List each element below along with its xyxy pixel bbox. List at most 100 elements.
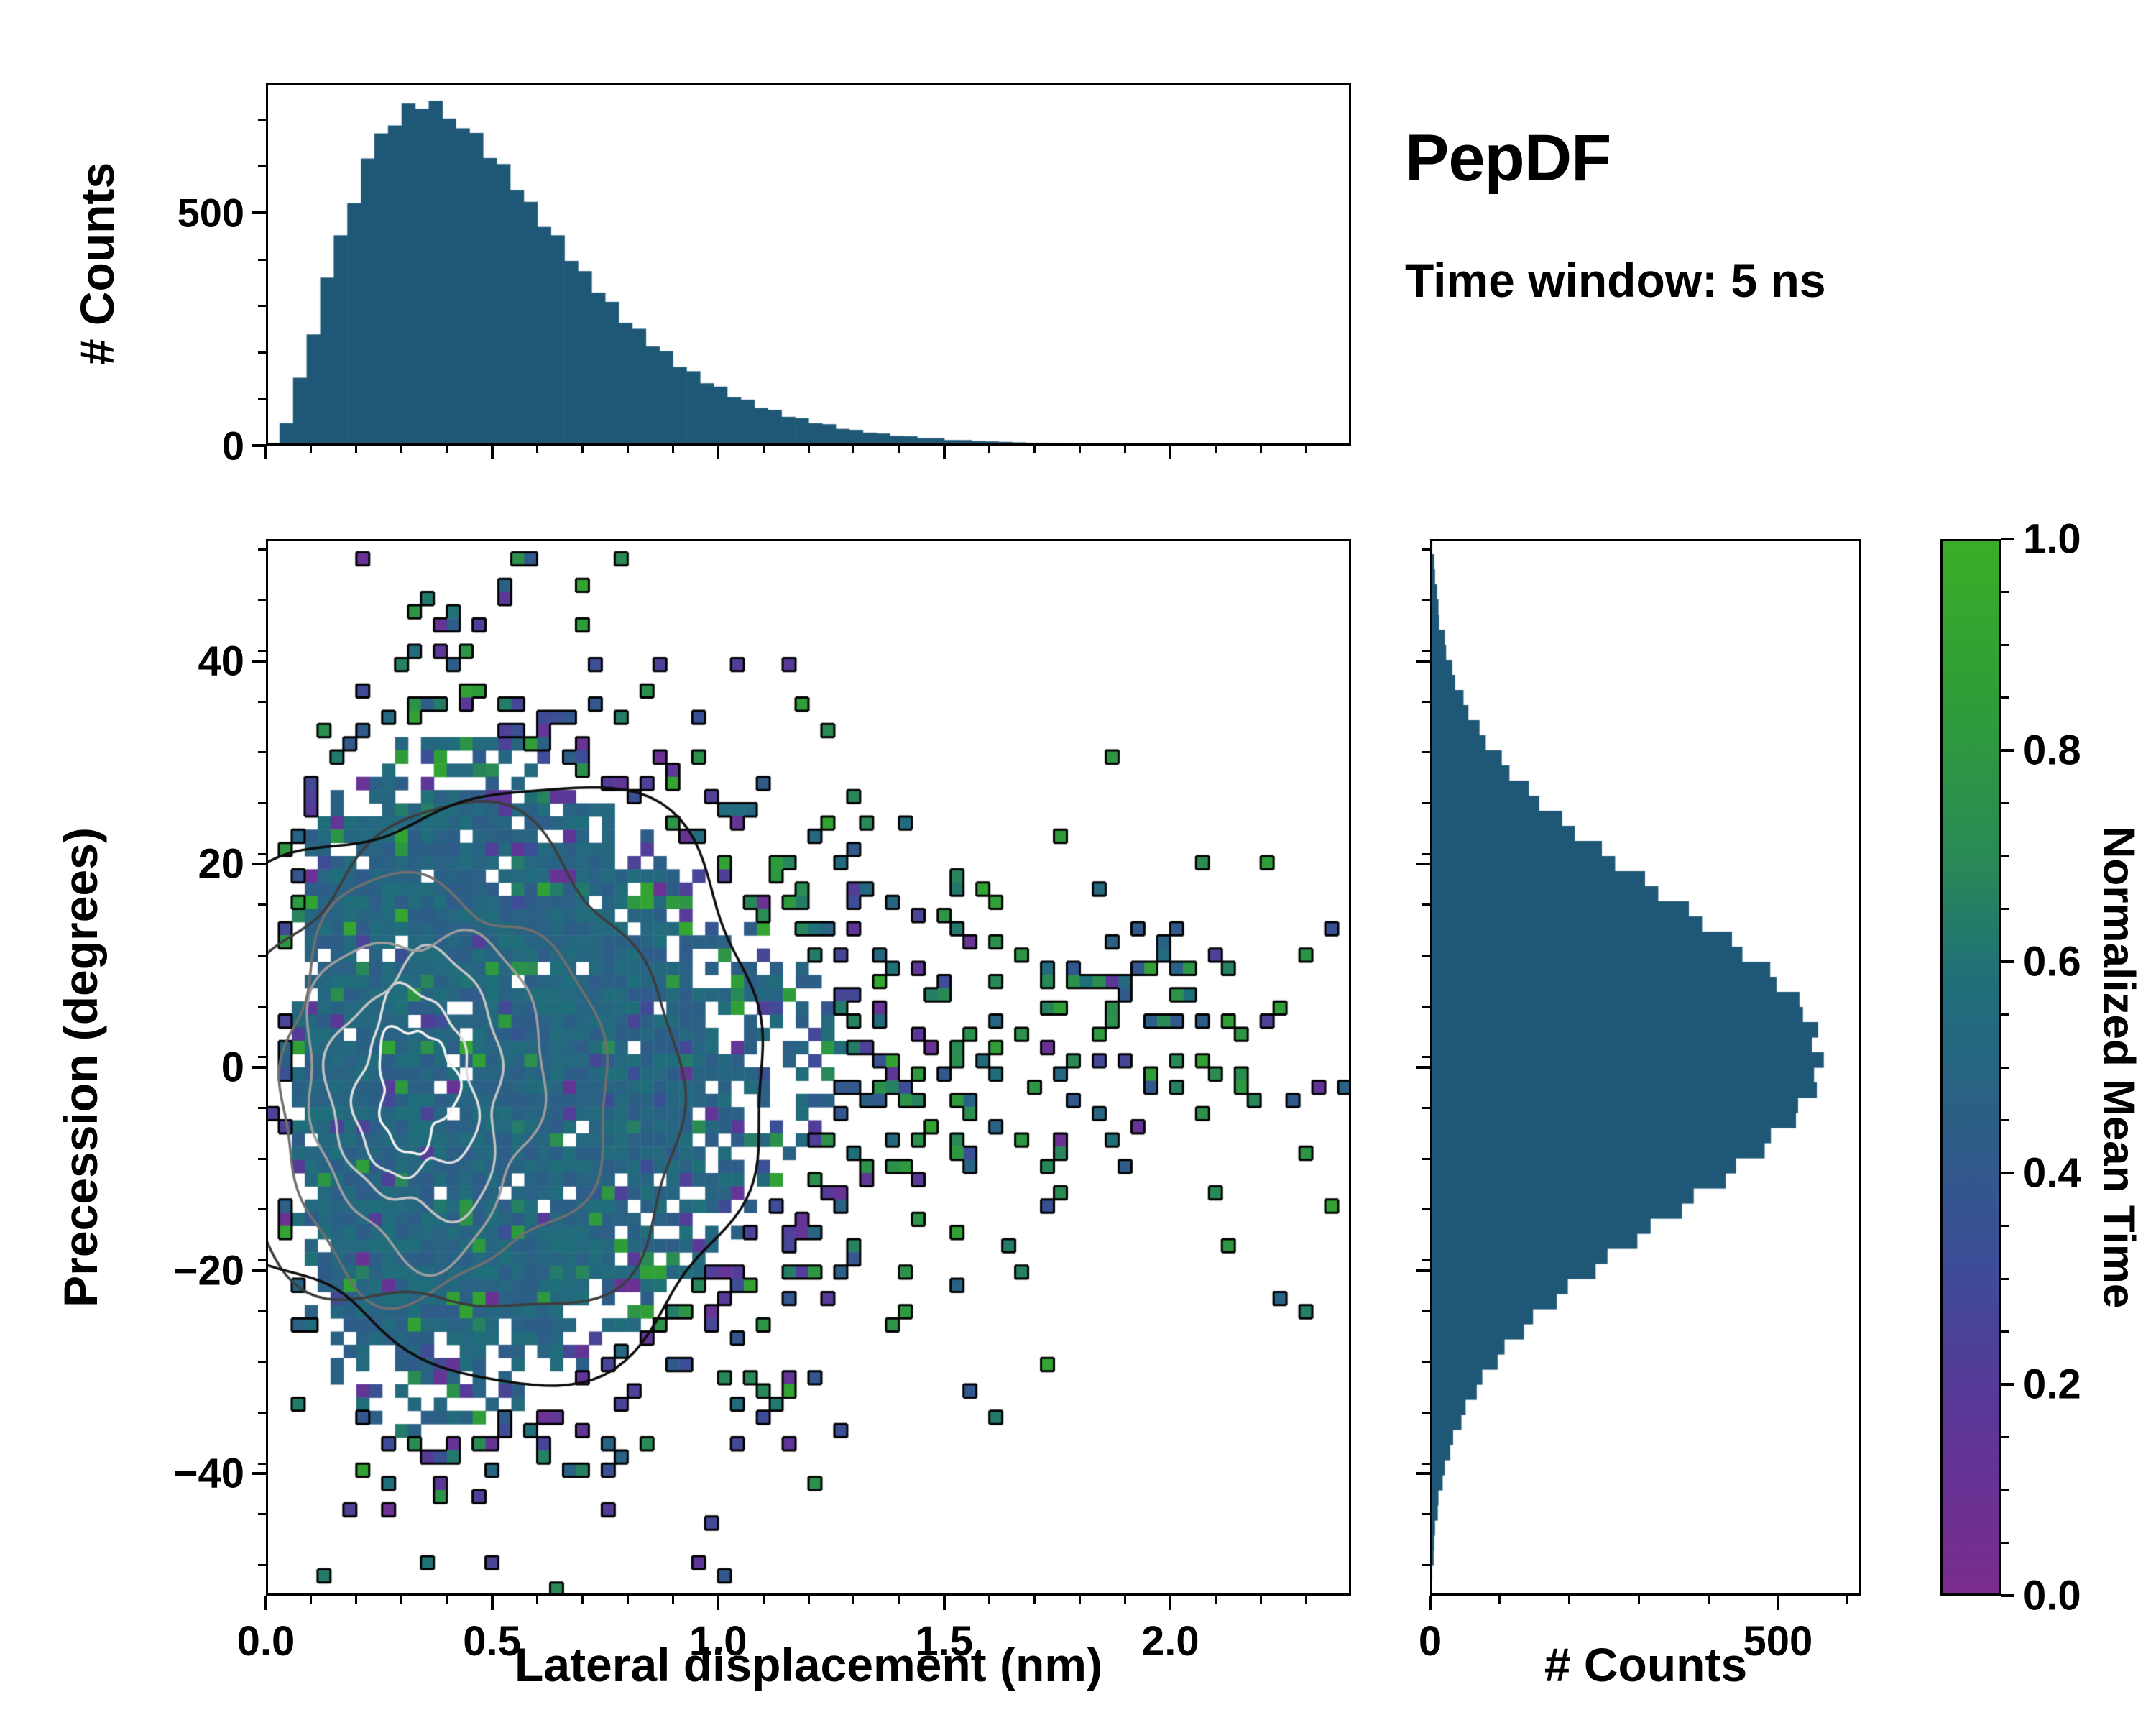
colorbar-canvas <box>1940 539 2001 1596</box>
tick-mark <box>1214 1596 1217 1604</box>
tick-mark <box>1416 862 1430 866</box>
tick-mark <box>762 1596 765 1604</box>
tick-mark <box>1422 1056 1430 1059</box>
tick-label: 0.0 <box>2023 1572 2081 1619</box>
tick-mark <box>942 1596 946 1610</box>
tick-mark <box>258 1513 266 1516</box>
tick-mark <box>717 1596 720 1610</box>
tick-mark <box>2001 749 2014 752</box>
tick-mark <box>2001 1066 2009 1069</box>
tick-mark <box>264 1596 267 1610</box>
tick-mark <box>1422 649 1430 652</box>
tick-mark <box>355 1596 358 1604</box>
tick-mark <box>258 599 266 602</box>
tick-mark <box>807 1596 810 1604</box>
tick-mark <box>1429 1596 1432 1610</box>
tick-mark <box>252 211 266 215</box>
tick-mark <box>258 700 266 703</box>
tick-mark <box>762 446 765 453</box>
tick-mark <box>258 1412 266 1414</box>
tick-label: −40 <box>173 1450 244 1497</box>
tick-mark <box>252 1269 266 1272</box>
tick-mark <box>898 1596 900 1604</box>
tick-mark <box>988 446 991 453</box>
tick-mark <box>2001 1119 2009 1121</box>
tick-label: 0.0 <box>236 1618 295 1665</box>
tick-mark <box>258 305 266 308</box>
heatmap-ylabel: Precession (degrees) <box>54 827 107 1307</box>
tick-mark <box>1416 1269 1430 1272</box>
tick-mark <box>258 548 266 551</box>
tick-mark <box>671 1596 674 1604</box>
tick-mark <box>252 659 266 663</box>
tick-mark <box>258 1310 266 1312</box>
tick-mark <box>1169 446 1172 459</box>
tick-label: 0.4 <box>2023 1149 2081 1197</box>
tick-mark <box>258 649 266 652</box>
tick-mark <box>2001 1225 2009 1227</box>
tick-mark <box>258 1056 266 1059</box>
tick-mark <box>258 1361 266 1363</box>
tick-mark <box>1637 1596 1640 1604</box>
tick-mark <box>1422 1361 1430 1363</box>
tick-mark <box>2001 591 2009 593</box>
tick-mark <box>1568 1596 1571 1604</box>
tick-mark <box>2001 643 2009 646</box>
top-histogram-canvas <box>266 83 1351 446</box>
tick-mark <box>1123 446 1126 453</box>
tick-mark <box>1416 659 1430 663</box>
tick-mark <box>1079 1596 1081 1604</box>
tick-mark <box>310 446 313 453</box>
tick-label: −20 <box>173 1247 244 1294</box>
tick-mark <box>2001 960 2014 963</box>
tick-mark <box>1422 1005 1430 1008</box>
tick-mark <box>2001 802 2009 804</box>
heatmap-xlabel: Lateral displacement (nm) <box>515 1638 1102 1691</box>
tick-label: 500 <box>1743 1618 1813 1665</box>
tick-mark <box>1422 1513 1430 1516</box>
tick-mark <box>1422 751 1430 754</box>
tick-mark <box>490 446 494 459</box>
tick-mark <box>258 1259 266 1262</box>
tick-label: 0 <box>221 423 244 469</box>
tick-mark <box>1422 1259 1430 1262</box>
tick-mark <box>252 1472 266 1476</box>
tick-mark <box>626 1596 629 1604</box>
tick-mark <box>264 446 267 459</box>
tick-mark <box>852 446 855 453</box>
tick-mark <box>2001 696 2009 699</box>
tick-mark <box>490 1596 494 1610</box>
tick-mark <box>258 1107 266 1110</box>
tick-mark <box>2001 1489 2009 1491</box>
tick-mark <box>2001 1013 2009 1016</box>
tick-mark <box>446 1596 448 1604</box>
tick-mark <box>1079 446 1081 453</box>
tick-mark <box>1498 1596 1501 1604</box>
tick-label: 1.5 <box>915 1618 974 1665</box>
tick-label: 0 <box>221 1044 244 1091</box>
tick-mark <box>2001 1383 2014 1386</box>
tick-mark <box>1776 1596 1779 1610</box>
tick-label: 1.0 <box>2023 515 2081 563</box>
tick-mark <box>1304 1596 1307 1604</box>
figure-subtitle: Time window: 5 ns <box>1405 254 1826 307</box>
tick-mark <box>258 751 266 754</box>
tick-mark <box>252 444 266 447</box>
tick-mark <box>252 862 266 866</box>
tick-mark <box>2001 1436 2009 1438</box>
tick-mark <box>355 446 358 453</box>
tick-mark <box>807 446 810 453</box>
tick-mark <box>1259 446 1262 453</box>
tick-mark <box>258 852 266 855</box>
tick-mark <box>400 446 403 453</box>
tick-label: 2.0 <box>1141 1618 1199 1665</box>
tick-mark <box>1422 1564 1430 1567</box>
tick-mark <box>2001 1172 2014 1174</box>
tick-mark <box>252 1066 266 1069</box>
tick-mark <box>2001 538 2014 540</box>
tick-mark <box>942 446 946 459</box>
tick-mark <box>898 446 900 453</box>
tick-mark <box>1169 1596 1172 1610</box>
tick-mark <box>1304 446 1307 453</box>
